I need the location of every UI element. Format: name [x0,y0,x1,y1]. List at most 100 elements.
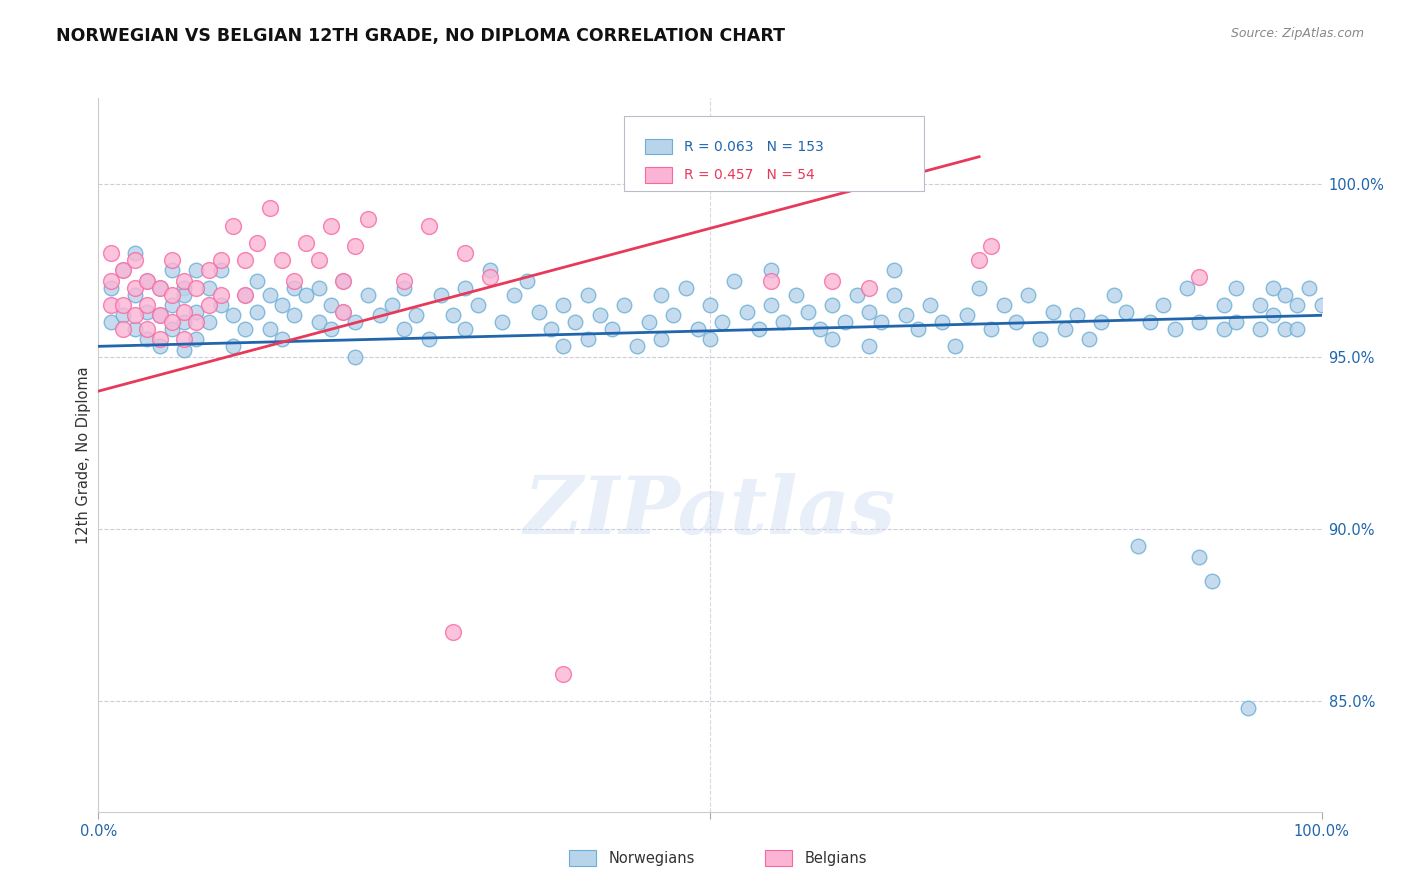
Point [980,322,1002,336]
Point [332,274,354,288]
Point [149,308,172,322]
Point [1152,298,1174,312]
Point [675,281,697,295]
Point [576,333,599,347]
Point [405,308,427,322]
Point [1274,322,1296,336]
Point [748,322,770,336]
Point [149,281,172,295]
Point [699,333,721,347]
Point [270,298,294,312]
Point [332,305,354,319]
Point [319,298,342,312]
Bar [765,850,792,866]
Point [233,253,256,268]
Point [344,239,367,253]
Text: ZIPatlas: ZIPatlas [524,474,896,550]
Point [100,274,122,288]
Point [834,315,856,329]
Point [943,339,966,353]
Point [356,211,378,226]
Point [761,263,783,277]
Point [600,322,623,336]
Point [980,239,1002,253]
Point [186,263,208,277]
Point [931,315,953,329]
Point [711,315,734,329]
Point [136,333,159,347]
Point [100,246,122,260]
Point [967,253,990,268]
Point [136,298,159,312]
Point [209,287,232,301]
Point [735,305,758,319]
Point [392,322,416,336]
Point [295,235,318,250]
Point [454,281,477,295]
Point [1066,308,1088,322]
Point [356,287,378,301]
Point [319,322,342,336]
Point [1212,322,1234,336]
Point [723,274,745,288]
Point [858,305,880,319]
Point [124,281,146,295]
Point [100,281,122,295]
Point [270,333,294,347]
Point [283,281,305,295]
Point [503,287,526,301]
Bar [645,139,672,154]
Point [1286,322,1309,336]
Point [553,666,575,681]
Point [160,253,183,268]
Point [124,322,146,336]
Point [173,274,195,288]
Point [858,339,880,353]
Point [186,305,208,319]
Point [1090,315,1112,329]
Point [821,333,844,347]
Point [870,315,893,329]
Point [259,287,281,301]
Point [1212,298,1234,312]
Point [883,263,905,277]
Point [808,322,831,336]
Point [638,315,661,329]
Point [173,287,195,301]
Point [233,322,256,336]
Point [160,298,183,312]
Text: Belgians: Belgians [804,851,866,865]
Point [441,625,464,640]
Point [797,305,820,319]
Point [186,333,208,347]
Point [270,253,294,268]
Text: NORWEGIAN VS BELGIAN 12TH GRADE, NO DIPLOMA CORRELATION CHART: NORWEGIAN VS BELGIAN 12TH GRADE, NO DIPL… [56,27,785,45]
Point [1078,333,1101,347]
Point [209,263,232,277]
Point [1164,322,1187,336]
Point [478,263,501,277]
Point [111,298,134,312]
Point [821,274,844,288]
Point [209,253,232,268]
Point [111,263,134,277]
Point [283,308,305,322]
Point [246,235,269,250]
Point [1175,281,1198,295]
Point [1004,315,1026,329]
Point [319,219,342,233]
Point [686,322,709,336]
Point [1249,298,1271,312]
Point [233,287,256,301]
Point [1017,287,1039,301]
Point [1128,539,1150,553]
Point [920,298,942,312]
Point [246,274,269,288]
Y-axis label: 12th Grade, No Diploma: 12th Grade, No Diploma [76,366,91,544]
Point [136,322,159,336]
Point [540,322,562,336]
Point [124,253,146,268]
Point [197,315,219,329]
Point [1053,322,1076,336]
Point [515,274,537,288]
